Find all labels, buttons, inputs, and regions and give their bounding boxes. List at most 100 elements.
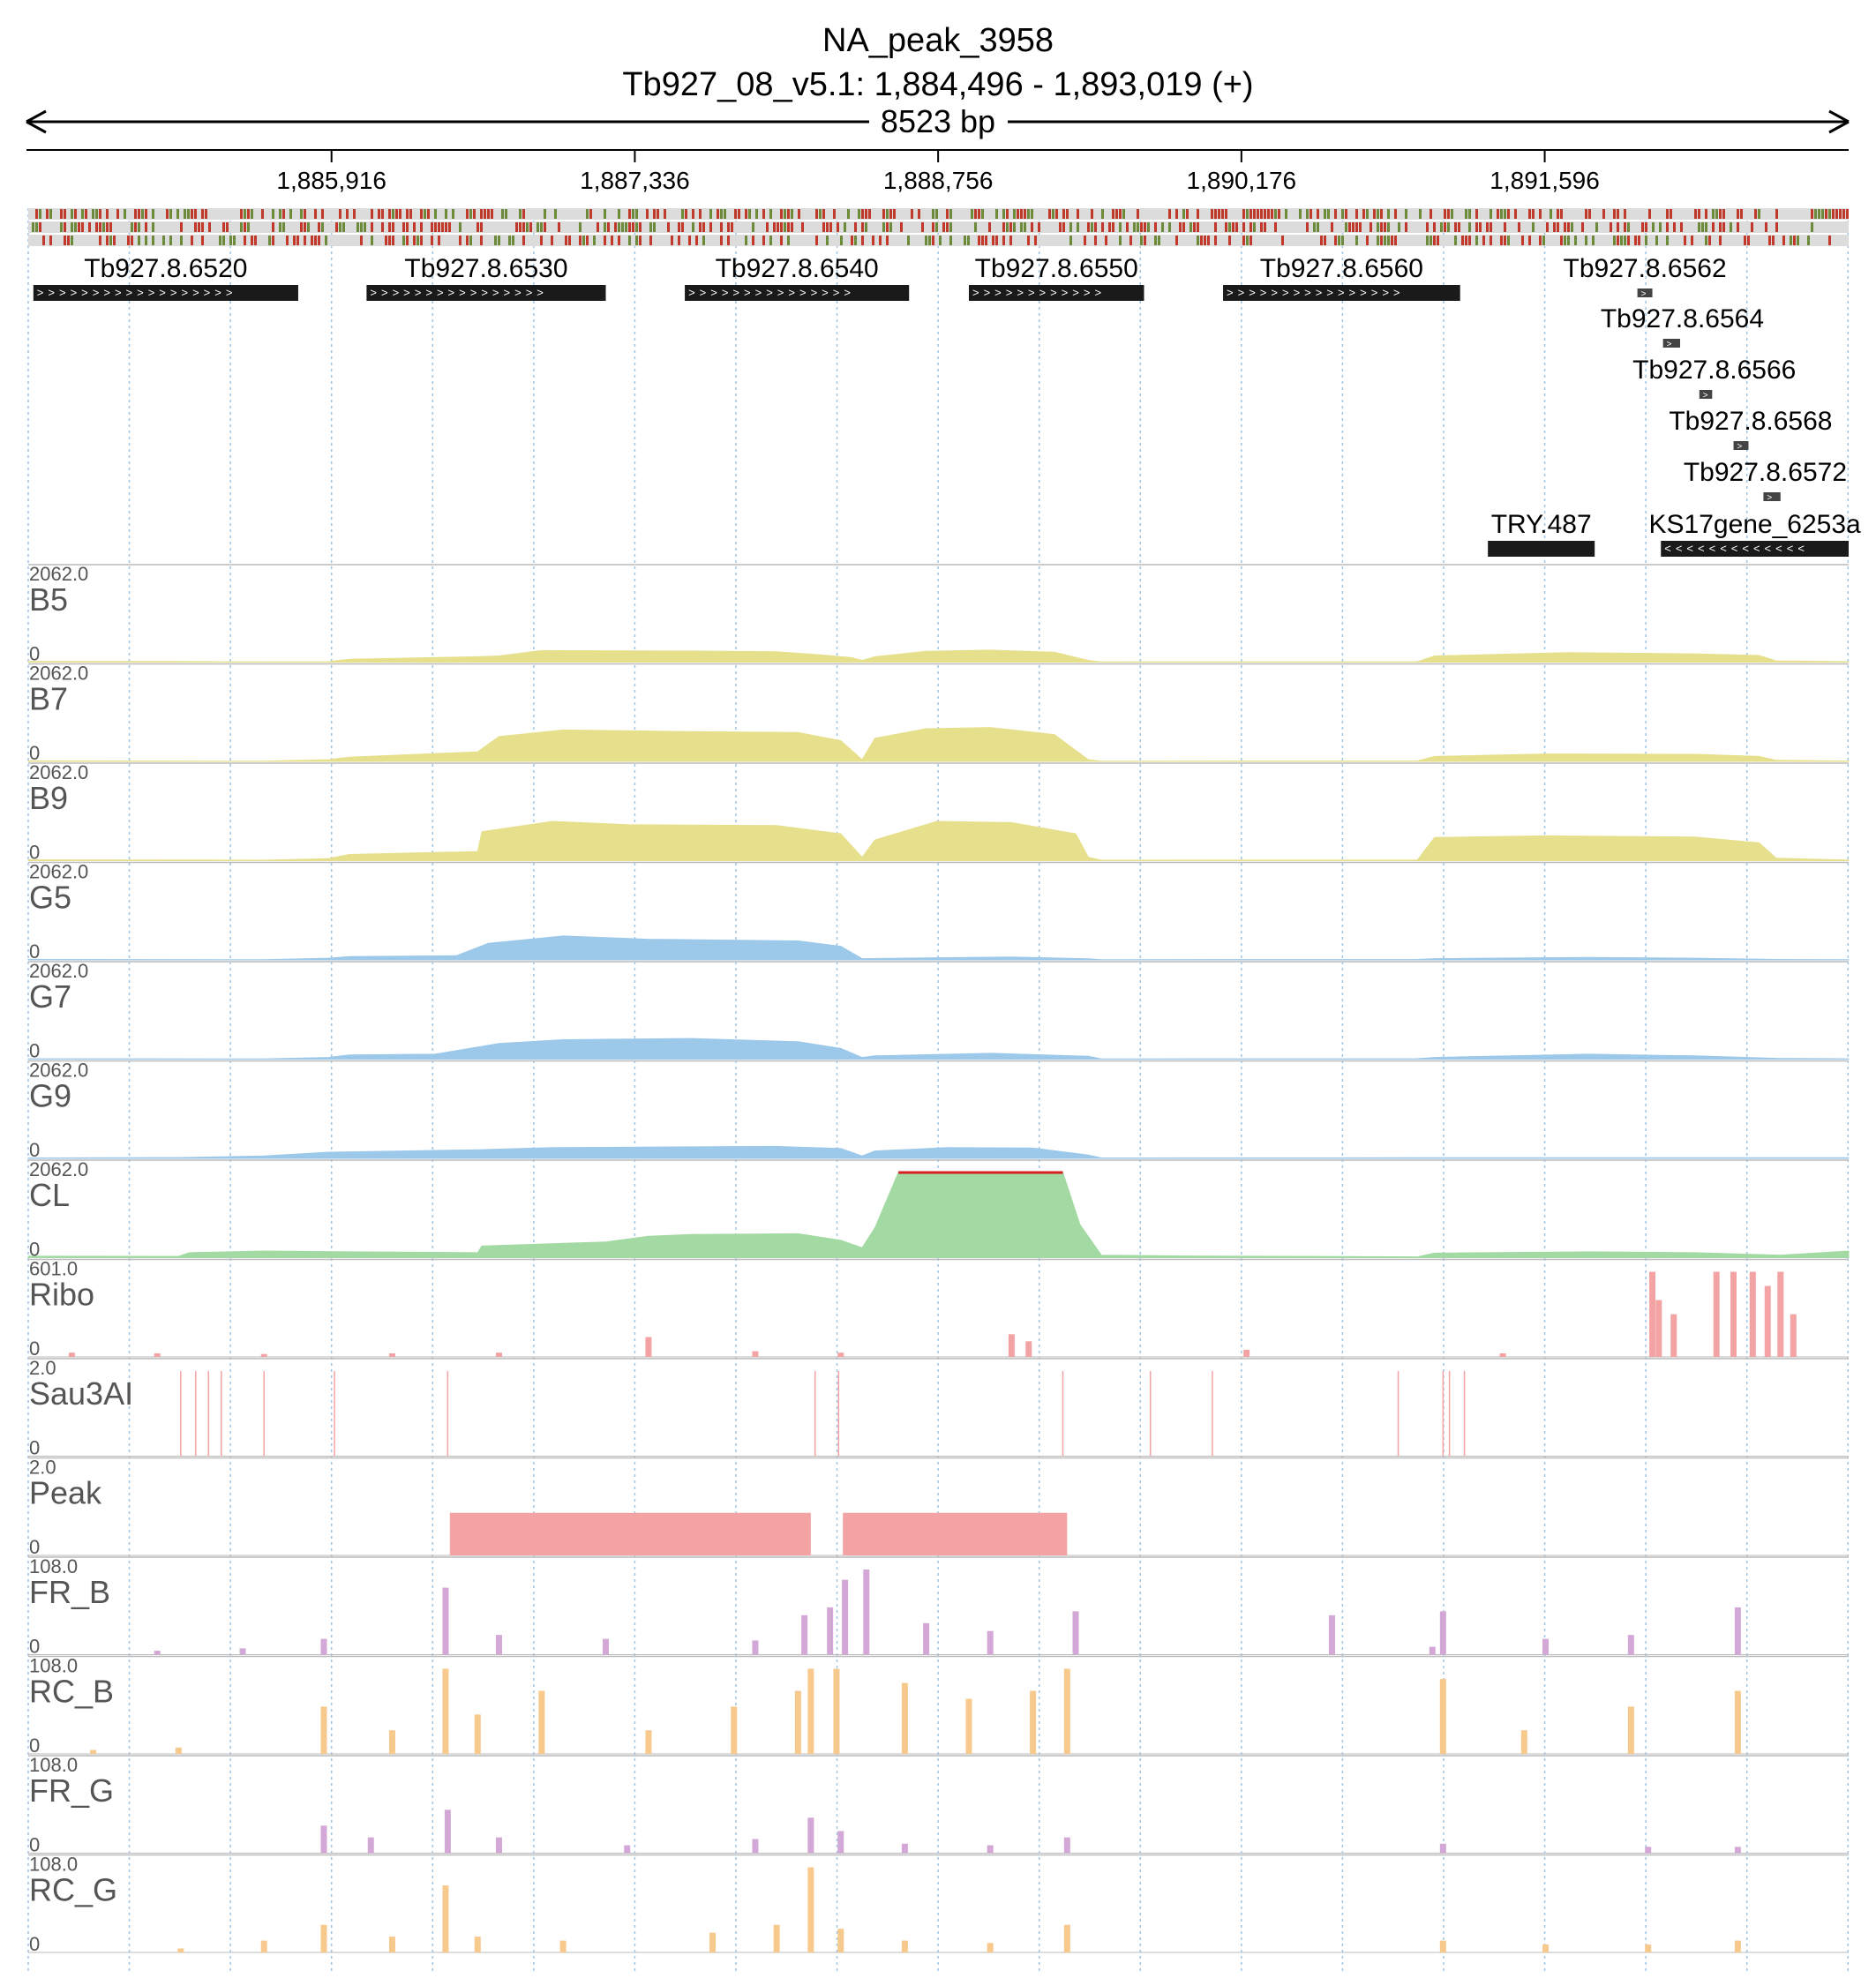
base-mark — [1087, 222, 1090, 232]
base-mark — [1309, 209, 1312, 219]
base-mark — [1324, 236, 1326, 245]
base-mark — [1048, 209, 1051, 219]
base-mark — [632, 222, 634, 232]
base-mark — [635, 209, 638, 219]
signal-bar — [495, 1837, 502, 1854]
signal-bar — [1749, 1271, 1756, 1357]
base-mark — [889, 209, 892, 219]
base-mark — [466, 236, 469, 245]
base-mark — [568, 236, 571, 245]
base-mark — [720, 209, 723, 219]
base-mark — [1338, 236, 1340, 245]
base-mark — [145, 209, 147, 219]
base-mark — [695, 236, 698, 245]
base-mark — [787, 209, 790, 219]
base-mark — [1355, 222, 1358, 232]
base-mark — [127, 236, 130, 245]
base-mark — [1232, 222, 1234, 232]
base-mark — [755, 209, 758, 219]
base-mark — [74, 209, 77, 219]
base-mark — [1242, 222, 1245, 232]
base-mark — [205, 209, 207, 219]
track-name: RC_B — [29, 1674, 114, 1710]
base-mark — [371, 209, 373, 219]
base-mark — [152, 236, 154, 245]
base-mark — [106, 222, 109, 232]
base-mark — [702, 236, 705, 245]
base-mark — [1380, 209, 1383, 219]
base-mark — [459, 222, 461, 232]
base-mark — [1126, 222, 1129, 232]
base-mark — [522, 209, 525, 219]
signal-bar — [1645, 1847, 1652, 1854]
base-mark — [815, 209, 818, 219]
base-mark — [1313, 222, 1316, 232]
signal-bar — [1645, 1944, 1652, 1952]
base-mark — [1807, 236, 1810, 245]
base-mark — [420, 236, 423, 245]
base-mark — [1546, 222, 1549, 232]
base-mark — [678, 236, 680, 245]
base-mark — [1249, 209, 1252, 219]
base-mark — [822, 209, 825, 219]
base-mark — [339, 222, 341, 232]
signal-bar — [1790, 1314, 1797, 1357]
base-mark — [99, 209, 101, 219]
base-mark — [321, 222, 324, 232]
base-mark — [448, 222, 451, 232]
base-mark — [1553, 222, 1556, 232]
track-name: B9 — [29, 780, 68, 816]
gene-feature — [33, 285, 298, 301]
base-mark — [1468, 209, 1471, 219]
base-mark — [1747, 236, 1750, 245]
base-mark — [32, 222, 34, 232]
base-mark — [1197, 236, 1199, 245]
base-mark — [399, 209, 401, 219]
base-mark — [1666, 209, 1669, 219]
base-mark — [1218, 209, 1220, 219]
signal-bar — [320, 1924, 327, 1952]
base-mark — [1617, 236, 1619, 245]
gene-annotation-track: >>>>>>>>>>>>>>>>>>Tb927.8.6520>>>>>>>>>>… — [33, 254, 1862, 557]
signal-bar — [1439, 1843, 1446, 1854]
base-mark — [1768, 236, 1771, 245]
base-mark — [1828, 236, 1831, 245]
base-mark — [1715, 209, 1718, 219]
signal-bar — [334, 1371, 335, 1457]
base-mark — [402, 222, 405, 232]
base-mark — [1722, 222, 1725, 232]
signal-bar — [442, 1587, 449, 1655]
signal-bar — [801, 1615, 808, 1655]
base-mark — [1077, 222, 1079, 232]
base-mark — [1613, 236, 1616, 245]
base-mark — [1701, 222, 1704, 232]
base-mark — [279, 209, 281, 219]
base-mark — [872, 236, 874, 245]
signal-bar — [180, 1371, 182, 1457]
signal-bar — [773, 1924, 780, 1952]
base-mark — [180, 222, 183, 232]
base-mark — [1638, 236, 1640, 245]
base-mark — [60, 209, 63, 219]
signal-bar — [474, 1714, 481, 1754]
base-mark — [1182, 222, 1185, 232]
base-mark — [1620, 236, 1623, 245]
base-mark — [494, 236, 497, 245]
base-mark — [88, 222, 91, 232]
base-mark — [1560, 236, 1563, 245]
signal-bar — [260, 1353, 267, 1357]
track-min-label: 0 — [29, 1834, 40, 1856]
base-mark — [176, 209, 179, 219]
base-mark — [254, 236, 257, 245]
signal-bar — [1072, 1611, 1079, 1655]
gene-label: KS17gene_6253a — [1649, 510, 1862, 539]
base-mark — [597, 222, 599, 232]
base-mark — [607, 222, 610, 232]
base-mark — [946, 209, 949, 219]
base-mark — [1027, 209, 1030, 219]
base-mark — [921, 222, 924, 232]
track-name: G5 — [29, 880, 71, 916]
base-mark — [589, 209, 592, 219]
base-mark — [1137, 209, 1139, 219]
base-mark — [1324, 209, 1326, 219]
